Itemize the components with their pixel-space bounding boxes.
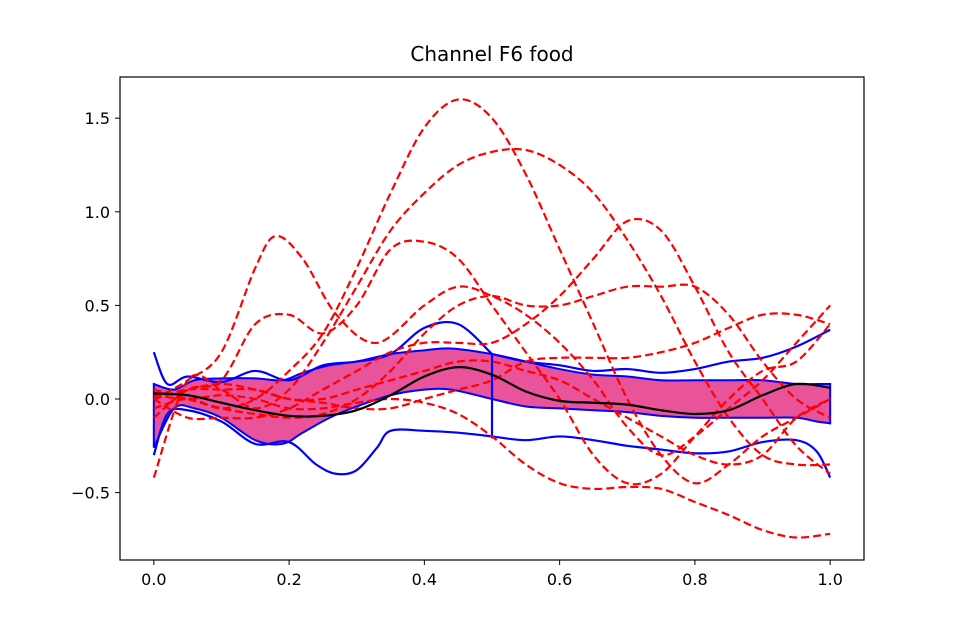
median-curve: [153, 366, 831, 418]
y-tick-label: 1.0: [85, 203, 110, 222]
chart-title: Channel F6 food: [410, 42, 573, 66]
x-tick-label: 1.0: [817, 570, 842, 589]
y-axis: −0.5 0.0 0.5 1.0 1.5: [71, 109, 120, 503]
x-axis: 0.0 0.2 0.4 0.6 0.8 1.0: [141, 560, 843, 589]
outlier-curve: [153, 359, 831, 466]
outlier-curve: [153, 218, 831, 475]
x-tick-label: 0.8: [682, 570, 707, 589]
outlier-curve: [153, 283, 831, 419]
envelope-curve: [491, 328, 831, 374]
median-layer: [153, 366, 831, 418]
plot-frame: [119, 76, 865, 561]
envelope-curve: [491, 435, 832, 479]
x-tick-label: 0.2: [276, 570, 301, 589]
y-tick-label: 0.5: [85, 296, 110, 315]
x-tick-label: 0.4: [412, 570, 437, 589]
y-tick-label: −0.5: [71, 484, 110, 503]
outlier-curve: [153, 235, 831, 457]
envelope-layer: [152, 320, 832, 479]
outlier-curve: [153, 394, 831, 539]
x-tick-label: 0.6: [547, 570, 572, 589]
outlier-curve: [152, 147, 831, 478]
y-tick-label: 1.5: [85, 109, 110, 128]
outlier-curve: [153, 98, 831, 485]
x-tick-label: 0.0: [141, 570, 166, 589]
envelope-curve: [152, 407, 493, 476]
envelope-curve: [152, 320, 493, 386]
y-tick-label: 0.0: [85, 390, 110, 409]
